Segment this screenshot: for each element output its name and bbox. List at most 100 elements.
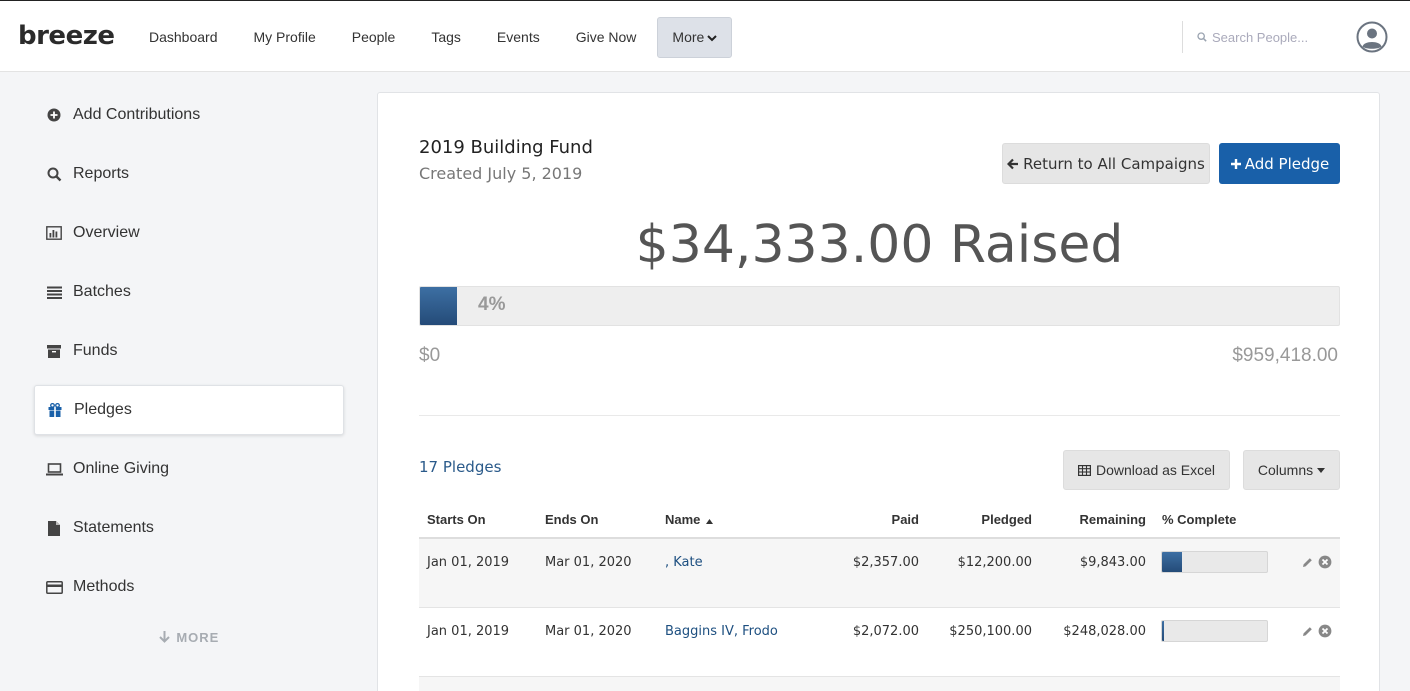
cell-starts-on: Jan 01, 2019 <box>427 555 510 570</box>
download-excel-label: Download as Excel <box>1095 462 1216 478</box>
plus-icon <box>1230 158 1241 169</box>
gift-icon <box>46 401 64 419</box>
col-starts-on[interactable]: Starts On <box>427 512 486 527</box>
col-name[interactable]: Name <box>665 512 714 527</box>
sidebar-item-label: Add Contributions <box>73 106 201 123</box>
campaign-title: 2019 Building Fund <box>419 137 593 158</box>
download-excel-button[interactable]: Download as Excel <box>1063 450 1230 490</box>
campaign-progress-fill <box>420 287 457 325</box>
sidebar-more-link[interactable]: MORE <box>34 630 344 645</box>
sidebar-item-label: Methods <box>73 578 135 595</box>
goal-max-label: $959,418.00 <box>1232 345 1338 366</box>
sidebar-more-label: MORE <box>176 630 220 645</box>
people-search <box>1182 21 1322 53</box>
chevron-down-icon <box>707 34 718 41</box>
list-icon <box>45 283 63 301</box>
sidebar-item-overview[interactable]: Overview <box>34 208 344 258</box>
arrow-left-icon <box>1007 158 1019 169</box>
sidebar-item-reports[interactable]: Reports <box>34 149 344 199</box>
percent-complete-fill <box>1162 621 1164 641</box>
nav-more-dropdown[interactable]: More <box>657 17 733 58</box>
add-pledge-button[interactable]: Add Pledge <box>1219 143 1340 184</box>
cell-name-link[interactable]: Baggins IV, Frodo <box>665 624 778 639</box>
pledge-count: 17 Pledges <box>419 458 502 476</box>
section-divider <box>419 415 1340 416</box>
credit-card-icon <box>45 578 63 596</box>
goal-min-label: $0 <box>419 345 441 366</box>
edit-pledge-button[interactable] <box>1299 623 1315 639</box>
table-row: Jan 01, 2019 Mar 01, 2020 , Kate $2,357.… <box>419 539 1340 608</box>
table-row <box>419 677 1340 691</box>
percent-complete-fill <box>1162 552 1182 572</box>
plus-circle-icon <box>45 106 63 124</box>
return-label: Return to All Campaigns <box>1023 154 1205 173</box>
nav-more-label: More <box>672 29 705 45</box>
search-people-input[interactable] <box>1212 29 1322 45</box>
sidebar-item-pledges[interactable]: Pledges <box>34 385 344 435</box>
table-icon <box>1077 464 1091 476</box>
sidebar-item-label: Statements <box>73 519 154 536</box>
arrow-down-icon <box>158 631 170 643</box>
col-pledged[interactable]: Pledged <box>981 512 1032 527</box>
cell-pledged: $250,100.00 <box>949 624 1032 639</box>
col-name-label: Name <box>665 512 701 527</box>
user-avatar-icon[interactable] <box>1356 21 1388 53</box>
breeze-logo[interactable]: breeze <box>18 21 115 51</box>
sidebar-item-add-contributions[interactable]: Add Contributions <box>34 90 344 140</box>
top-navbar: breeze Dashboard My Profile People Tags … <box>0 0 1410 72</box>
sort-asc-icon <box>706 519 714 524</box>
bar-chart-icon <box>45 224 63 242</box>
sidebar-item-online-giving[interactable]: Online Giving <box>34 444 344 494</box>
col-ends-on[interactable]: Ends On <box>545 512 599 527</box>
return-to-campaigns-button[interactable]: Return to All Campaigns <box>1002 143 1210 184</box>
table-row: Jan 01, 2019 Mar 01, 2020 Baggins IV, Fr… <box>419 608 1340 677</box>
sidebar-item-batches[interactable]: Batches <box>34 267 344 317</box>
edit-pledge-button[interactable] <box>1299 554 1315 570</box>
main-nav: Dashboard My Profile People Tags Events … <box>132 17 734 58</box>
pencil-icon <box>1302 626 1312 636</box>
col-percent-complete[interactable]: % Complete <box>1162 512 1237 527</box>
cell-remaining: $9,843.00 <box>1079 555 1146 570</box>
col-remaining[interactable]: Remaining <box>1079 512 1146 527</box>
close-circle-icon <box>1318 555 1332 569</box>
sidebar-item-label: Overview <box>73 224 140 241</box>
cell-starts-on: Jan 01, 2019 <box>427 624 510 639</box>
delete-pledge-button[interactable] <box>1317 623 1333 639</box>
col-paid[interactable]: Paid <box>891 512 919 527</box>
nav-events[interactable]: Events <box>496 29 540 45</box>
cell-paid: $2,072.00 <box>852 624 919 639</box>
campaign-panel: 2019 Building Fund Created July 5, 2019 … <box>377 92 1380 691</box>
sidebar-item-statements[interactable]: Statements <box>34 503 344 553</box>
caret-down-icon <box>1317 467 1326 473</box>
document-icon <box>45 519 63 537</box>
laptop-icon <box>45 460 63 478</box>
sidebar-item-label: Online Giving <box>73 460 170 477</box>
columns-label: Columns <box>1257 462 1314 478</box>
nav-people[interactable]: People <box>351 29 396 45</box>
sidebar-item-methods[interactable]: Methods <box>34 562 344 612</box>
pencil-icon <box>1302 557 1312 567</box>
cell-name-link[interactable]: , Kate <box>665 555 703 570</box>
search-icon <box>1197 32 1207 42</box>
sidebar-item-funds[interactable]: Funds <box>34 326 344 376</box>
archive-icon <box>45 342 63 360</box>
close-circle-icon <box>1318 624 1332 638</box>
nav-tags[interactable]: Tags <box>431 29 461 45</box>
cell-percent-complete-bar <box>1161 620 1268 642</box>
nav-give-now[interactable]: Give Now <box>575 29 637 45</box>
nav-dashboard[interactable]: Dashboard <box>149 29 218 45</box>
sidebar-item-label: Funds <box>73 342 118 359</box>
cell-ends-on: Mar 01, 2020 <box>545 555 632 570</box>
cell-remaining: $248,028.00 <box>1063 624 1146 639</box>
sidebar-item-label: Batches <box>73 283 131 300</box>
cell-paid: $2,357.00 <box>852 555 919 570</box>
cell-percent-complete-bar <box>1161 551 1268 573</box>
search-icon <box>45 165 63 183</box>
campaign-created-date: Created July 5, 2019 <box>419 164 583 183</box>
giving-sidebar: Add Contributions Reports Overview Batch… <box>34 90 344 645</box>
nav-my-profile[interactable]: My Profile <box>253 29 316 45</box>
sidebar-item-label: Reports <box>73 165 130 182</box>
delete-pledge-button[interactable] <box>1317 554 1333 570</box>
columns-dropdown-button[interactable]: Columns <box>1243 450 1340 490</box>
cell-pledged: $12,200.00 <box>957 555 1032 570</box>
